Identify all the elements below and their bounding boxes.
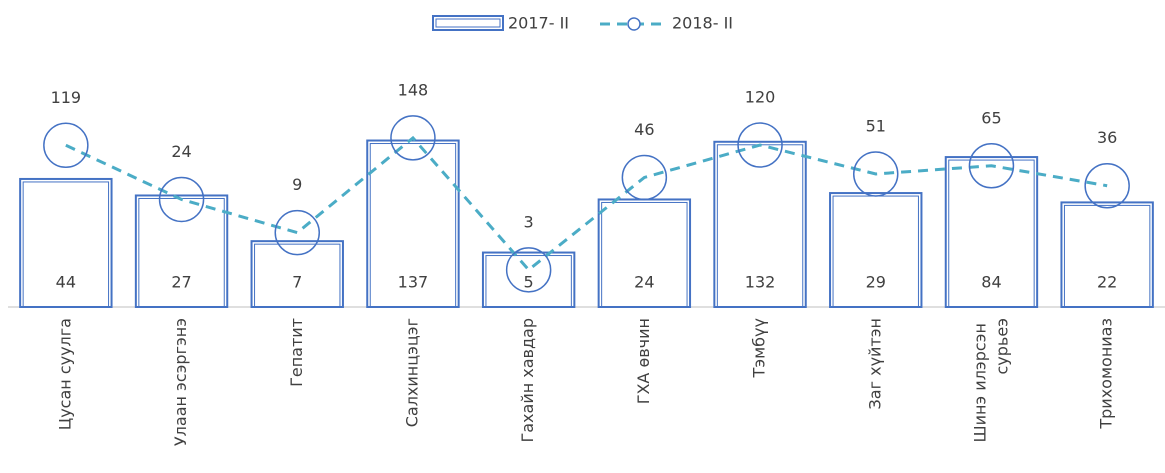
marker [505, 247, 552, 293]
marker [621, 154, 668, 201]
marker [737, 122, 783, 168]
bar [597, 198, 692, 309]
x-tick-label: Трихомониаз [1097, 318, 1116, 430]
x-tick-label: Тэмбүү [750, 318, 769, 378]
bar-inner [1063, 204, 1151, 308]
bar-value-label: 7 [292, 273, 302, 292]
x-tick-label: Салхинцэцэг [402, 318, 421, 427]
x-tick-label-line: Шинэ илэрсэн [970, 318, 989, 443]
line-value-label: 36 [1097, 128, 1117, 147]
bar-inner [22, 181, 110, 308]
line-value-label: 9 [292, 175, 302, 194]
bar [250, 240, 344, 308]
legend-bar-icon-inner [435, 18, 501, 28]
x-tick-label: Улаан эсэргэнэ [171, 318, 190, 446]
marker [968, 143, 1015, 189]
x-tick-label: Шинэ илэрсэн сурьеэ [970, 318, 1011, 443]
bar-value-label: 44 [56, 273, 76, 292]
line-value-label: 120 [745, 88, 776, 107]
line-value-label: 3 [524, 212, 534, 231]
bar-inner [254, 243, 341, 308]
legend: 2017- II 2018- II [432, 14, 733, 33]
legend-marker-icon [627, 17, 641, 31]
bar [366, 139, 460, 308]
marker [158, 176, 205, 223]
x-tick-label-line: сурьеэ [992, 318, 1011, 374]
bar-value-label: 5 [524, 273, 534, 292]
bar [944, 156, 1039, 308]
bar [134, 194, 229, 308]
line-value-label: 51 [866, 116, 886, 135]
bar-value-label: 29 [866, 273, 886, 292]
bar-value-label: 27 [171, 273, 191, 292]
line-value-label: 148 [398, 80, 429, 99]
x-tick-label: Гахайн хавдар [518, 318, 537, 443]
line-value-label: 24 [171, 142, 191, 161]
legend-label: 2018- II [672, 14, 733, 33]
bar [481, 251, 576, 309]
marker [43, 122, 89, 169]
bar-value-label: 137 [398, 273, 429, 292]
bar-value-label: 132 [745, 273, 776, 292]
bar [1060, 201, 1154, 308]
line-value-label: 46 [634, 120, 654, 139]
bar [19, 177, 113, 308]
line [65, 135, 1108, 272]
x-tick-label: Заг хүйтэн [865, 318, 884, 409]
bar-value-label: 84 [981, 273, 1001, 292]
line-value-label: 119 [51, 88, 82, 107]
x-tick-label: Гепатит [287, 318, 306, 387]
bar-value-label: 22 [1097, 273, 1117, 292]
marker [274, 209, 320, 256]
bar [713, 140, 807, 308]
legend-label: 2017- II [508, 14, 569, 33]
x-tick-label: ГХА өвчин [634, 318, 653, 404]
legend-bar-icon [432, 15, 504, 31]
x-tick-label: Цусан суулга [55, 318, 74, 430]
bar-inner [948, 159, 1035, 308]
marker [1084, 162, 1130, 209]
bar-value-label: 24 [634, 273, 654, 292]
bar-inner [601, 201, 688, 308]
marker [390, 115, 436, 161]
bar-inner [485, 255, 572, 308]
marker [853, 151, 899, 197]
line-value-label: 65 [981, 108, 1001, 127]
bar-inner [369, 143, 457, 308]
